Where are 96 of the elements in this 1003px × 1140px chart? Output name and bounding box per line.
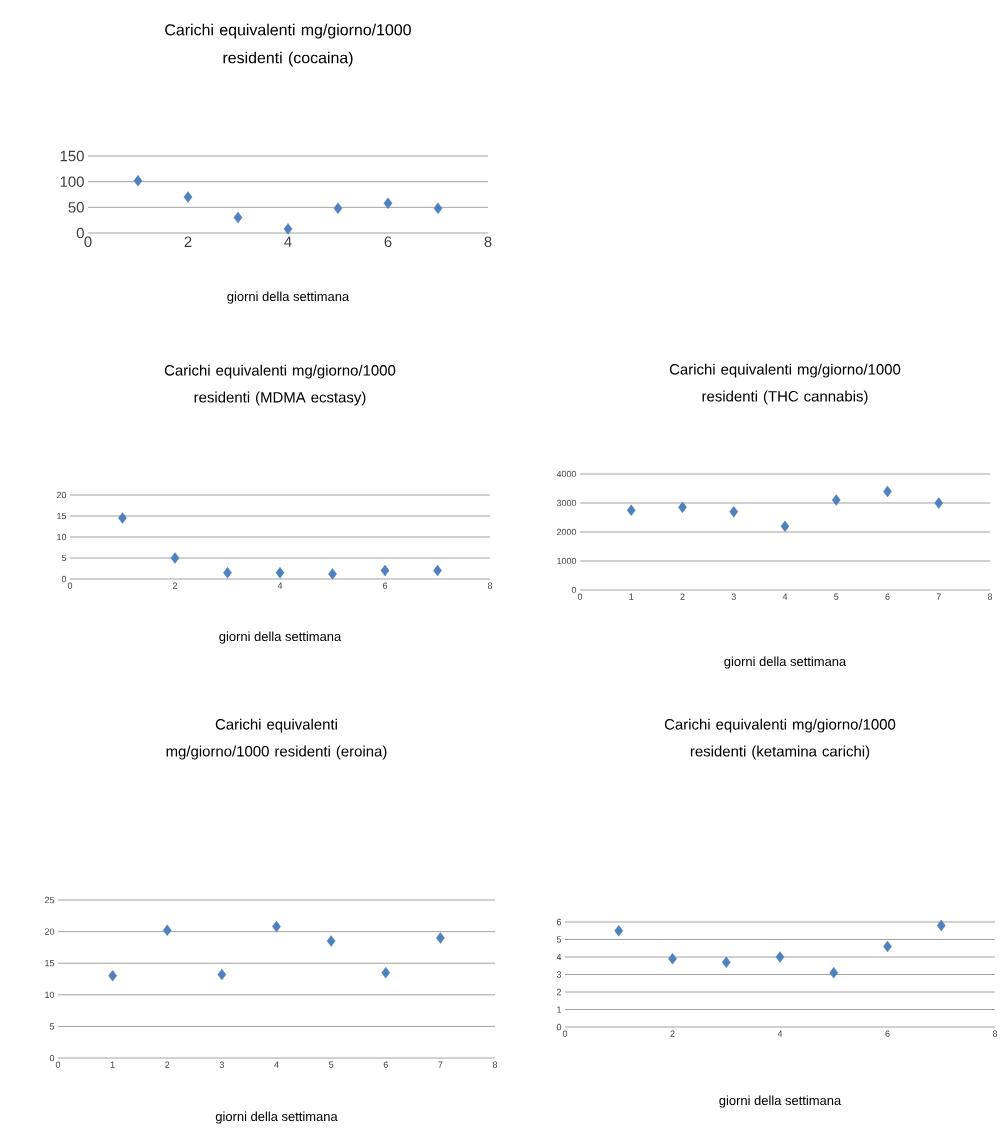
x-tick-label: 2 [165,1061,170,1068]
point [133,174,143,187]
y-tick-label: 150 [60,150,84,162]
chart-title: Carichi equivalenti mg/giorno/1000 residenti (MDMA ecstasy) [164,364,396,406]
point [780,520,790,532]
point [162,924,172,937]
point [223,567,232,579]
x-tick-label: 2 [172,582,178,589]
x-tick-label: 2 [184,236,192,247]
y-tick-label: 10 [57,533,67,541]
x-tick-label: 8 [492,1061,498,1068]
chart-title: Carichi equivalenti mg/giorno/1000 residenti (cocaina) [165,23,411,67]
point [275,567,285,579]
y-tick-label: 2 [556,988,562,996]
y-tick-label: 5 [61,554,67,562]
y-tick-label: 5 [556,936,562,943]
x-tick-label: 4 [274,1061,279,1068]
x-tick-label: 6 [383,1061,388,1068]
y-tick-label: 15 [57,512,67,520]
y-tick-label: 2000 [556,528,577,536]
point [626,504,636,516]
point [108,970,117,982]
point [233,211,243,224]
y-tick-label: 50 [68,202,84,213]
x-tick-label: 8 [487,582,493,589]
x-tick-label: 3 [731,593,736,600]
point [170,552,180,564]
x-tick-label: 3 [219,1061,224,1068]
y-tick-label: 0 [61,575,67,583]
point [775,951,785,963]
chart-title: Carichi equivalenti mg/giorno/1000 residenti (THC cannabis) [669,363,901,405]
point [333,202,343,215]
y-tick-label: 15 [45,960,55,967]
x-tick-label: 0 [84,236,92,248]
y-tick-label: 3000 [556,499,577,507]
point [283,223,293,235]
x-tick-label: 2 [680,593,685,600]
x-tick-label: 1 [629,593,634,600]
y-tick-label: 1000 [557,557,577,565]
point [381,966,391,979]
point [118,512,127,524]
y-tick-label: 3 [556,971,562,978]
y-tick-label: 4000 [556,470,577,478]
point [829,967,839,979]
x-tick-label: 4 [277,582,283,589]
y-tick-label: 10 [45,991,55,998]
x-tick-label: 5 [328,1061,334,1068]
point [436,932,445,944]
y-tick-label: 0 [76,227,84,239]
point [729,506,739,518]
point [217,968,227,981]
point [326,935,336,947]
x-axis-title: giorni della settimana [219,631,342,644]
chart-title: Carichi equivalenti mg/giorno/1000 residenti (eroina) [166,718,387,760]
x-tick-label: 1 [110,1061,115,1068]
point [380,564,390,577]
x-tick-label: 0 [577,593,583,600]
x-tick-label: 5 [834,593,839,600]
x-tick-label: 6 [384,236,392,248]
x-tick-label: 7 [936,593,941,600]
x-tick-label: 4 [777,1030,783,1037]
x-tick-label: 4 [782,593,788,600]
y-tick-label: 4 [556,953,562,961]
x-tick-label: 8 [484,236,492,248]
point [936,919,946,932]
point [433,202,443,215]
x-tick-label: 4 [284,236,292,247]
x-tick-label: 8 [987,593,993,600]
x-tick-label: 2 [670,1030,675,1037]
x-tick-label: 8 [992,1030,998,1037]
point [383,197,393,209]
point [831,494,841,506]
y-tick-label: 100 [60,176,84,187]
y-tick-label: 20 [56,491,67,499]
point [328,568,337,580]
y-tick-label: 20 [44,928,55,935]
point [934,497,944,509]
y-tick-label: 25 [44,896,55,904]
x-axis-title: giorni della settimana [724,656,847,669]
x-tick-label: 7 [438,1061,443,1068]
y-tick-label: 0 [556,1023,562,1031]
y-tick-label: 0 [49,1054,55,1062]
x-axis-title: giorni della settimana [215,1111,338,1124]
x-axis-title: giorni della settimana [227,291,350,304]
x-tick-label: 6 [382,582,388,589]
point [183,191,193,203]
point [721,956,731,968]
chart-title: Carichi equivalenti mg/giorno/1000 residenti (ketamina carichi) [664,718,896,760]
y-tick-label: 6 [556,918,562,926]
y-tick-label: 5 [49,1023,55,1030]
point [614,925,624,937]
x-tick-label: 6 [885,1030,890,1037]
x-tick-label: 6 [885,593,890,600]
x-axis-title: giorni della settimana [719,1095,842,1108]
y-tick-label: 1 [557,1006,562,1013]
point [668,953,677,965]
